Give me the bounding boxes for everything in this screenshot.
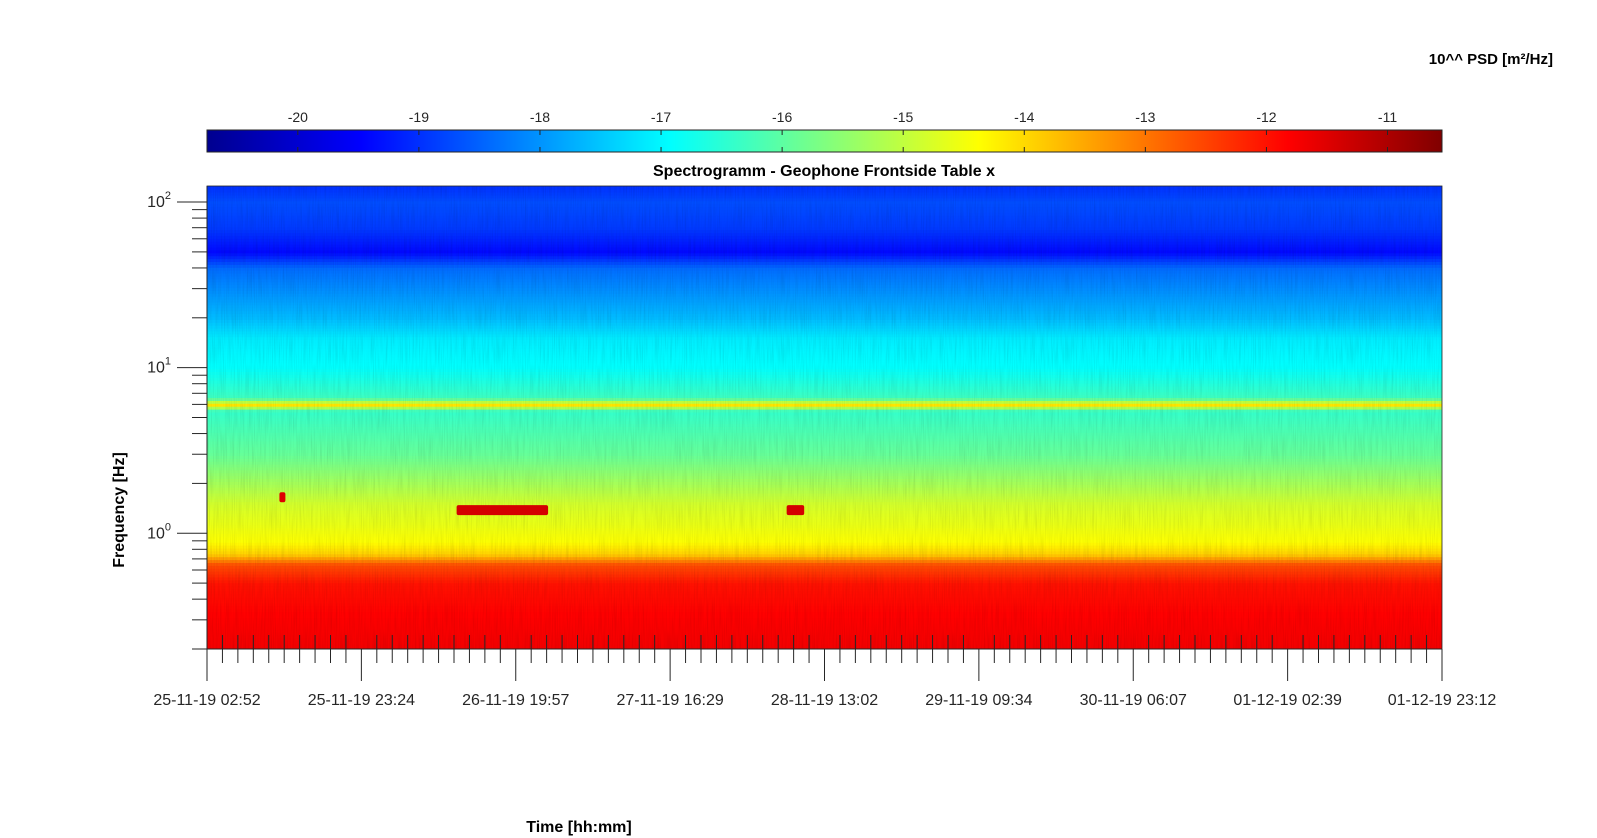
colorbar-tick-label: -17 [651, 109, 671, 125]
chart-title: Spectrogramm - Geophone Frontside Table … [653, 163, 995, 180]
event-mark [786, 505, 805, 516]
event-mark [279, 492, 286, 503]
y-tick-label: 102 [147, 190, 171, 211]
y-axis: 100 101 102 [147, 186, 208, 650]
x-tick-label: 29-11-19 09:34 [925, 692, 1032, 709]
colorbar-tick-label: -20 [288, 109, 308, 125]
x-tick-label: 26-11-19 19:57 [462, 692, 569, 709]
colorbar-tick-label: -16 [772, 109, 792, 125]
colorbar-ticks: -20 -19 -18 -17 -16 -15 -14 -13 -12 -11 [288, 109, 1397, 152]
colorbar-gradient [206, 129, 1443, 153]
colorbar: -20 -19 -18 -17 -16 -15 -14 -13 -12 -11 10^^ PSD … [206, 51, 1553, 153]
event-marks [279, 492, 805, 516]
colorbar-tick-label: -19 [409, 109, 429, 125]
colorbar-tick-label: -18 [530, 109, 550, 125]
y-tick-label: 101 [147, 356, 171, 377]
colorbar-tick-label: -13 [1135, 109, 1155, 125]
x-tick-label: 27-11-19 16:29 [616, 692, 723, 709]
colorbar-tick-label: -15 [893, 109, 913, 125]
plot-area [207, 186, 1442, 649]
colorbar-label: 10^^ PSD [m²/Hz] [1429, 51, 1553, 68]
x-tick-label: 01-12-19 02:39 [1233, 692, 1342, 709]
x-tick-label: 25-11-19 02:52 [153, 692, 260, 709]
y-axis-label: Frequency [Hz] [111, 452, 128, 568]
colorbar-tick-label: -11 [1378, 109, 1397, 125]
x-axis: 25-11-19 02:52 25-11-19 23:24 26-11-19 19:… [153, 635, 1496, 709]
x-tick-label: 30-11-19 06:07 [1080, 692, 1187, 709]
noise-texture [207, 186, 1442, 649]
x-tick-label: 28-11-19 13:02 [771, 692, 878, 709]
colorbar-tick-label: -14 [1014, 109, 1034, 125]
colorbar-tick-label: -12 [1256, 109, 1276, 125]
x-tick-label: 25-11-19 23:24 [308, 692, 415, 709]
event-mark [456, 505, 549, 516]
x-tick-label: 01-12-19 23:12 [1388, 692, 1497, 709]
x-axis-label: Time [hh:mm] [526, 819, 631, 836]
y-tick-label: 100 [147, 521, 171, 542]
